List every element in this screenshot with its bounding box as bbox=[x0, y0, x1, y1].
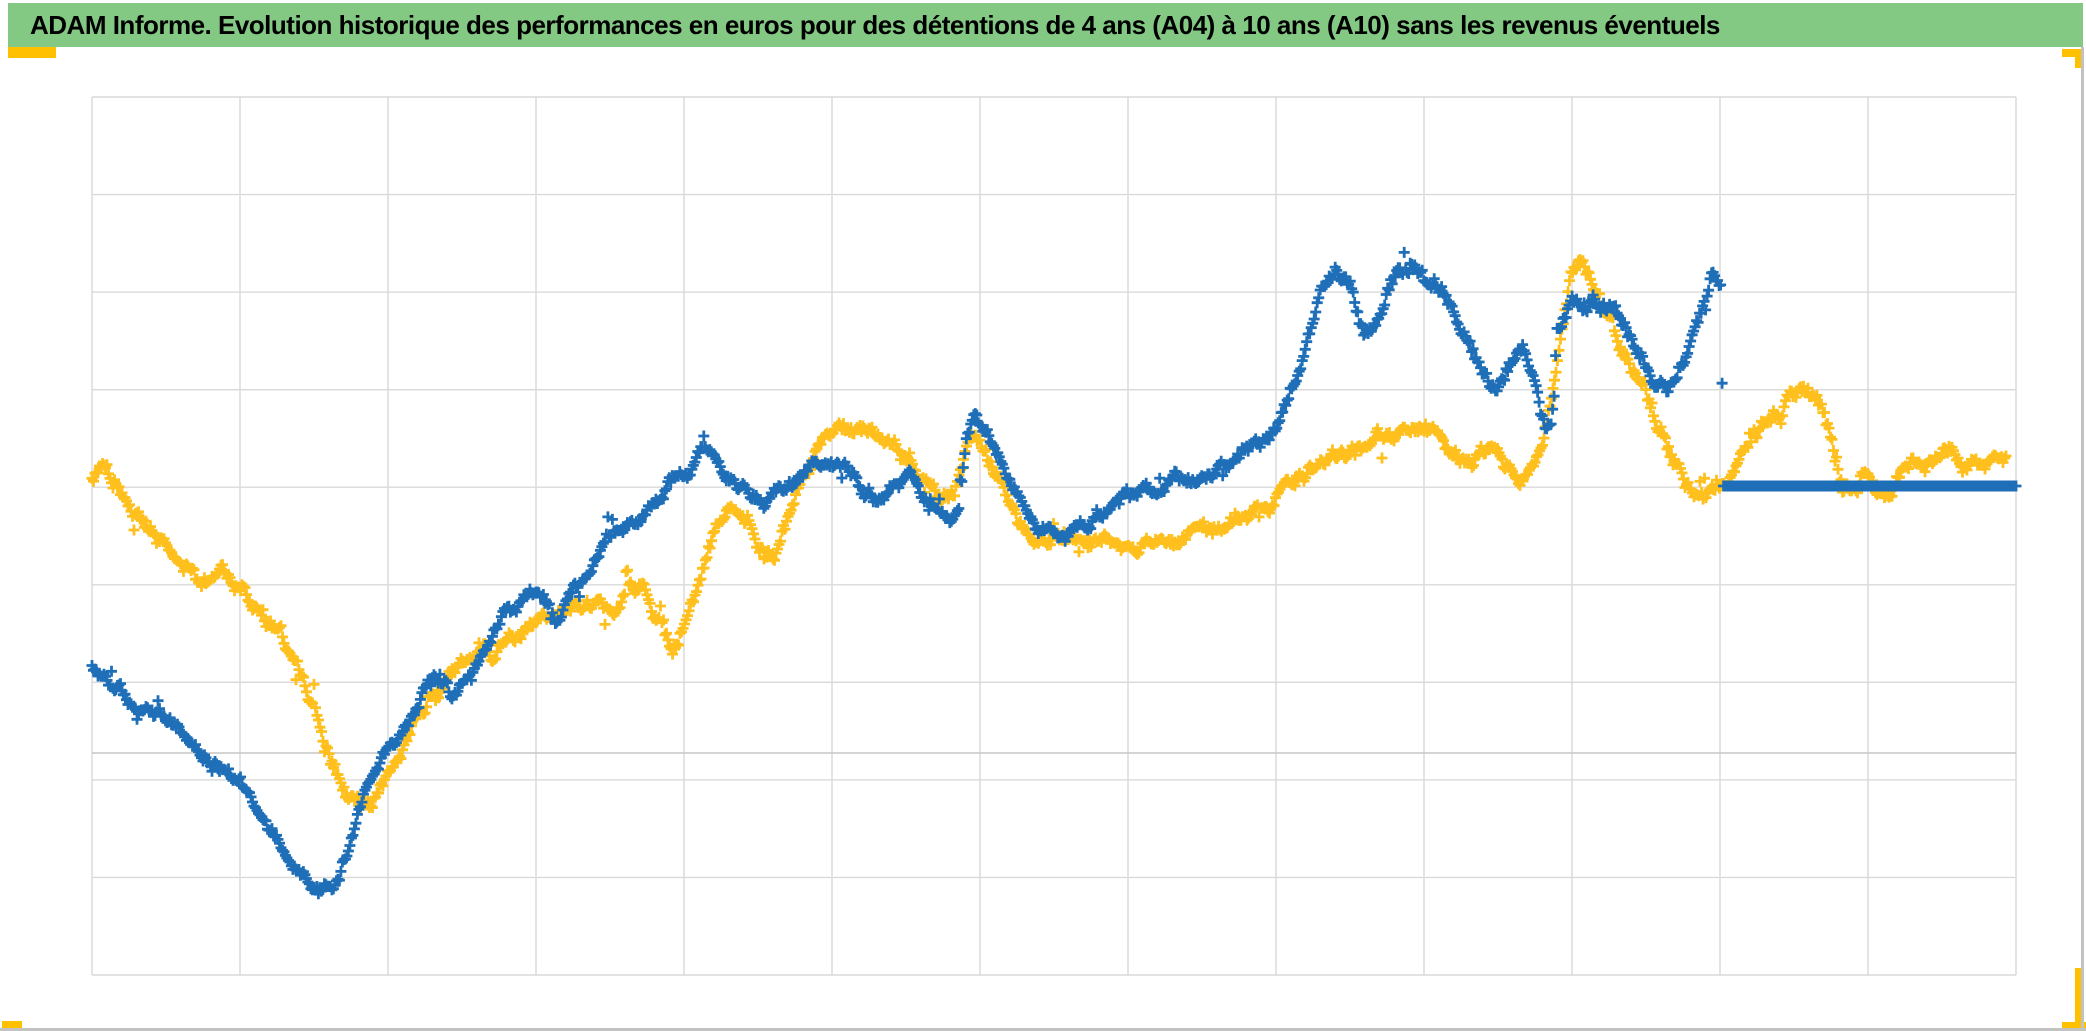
chart-title-bar: ADAM Informe. Evolution historique des p… bbox=[8, 3, 2083, 47]
corner-accent-bottom-right-foot bbox=[2062, 1022, 2086, 1031]
page-right-border bbox=[2081, 47, 2084, 1029]
corner-accent-top-right-horizontal bbox=[2062, 49, 2083, 57]
page-bottom-border bbox=[0, 1028, 2086, 1031]
page-title: ADAM Informe. Evolution historique des p… bbox=[30, 9, 1720, 40]
corner-accent-top-right-vertical bbox=[2075, 49, 2083, 68]
corner-accent-bottom-left bbox=[2, 1021, 22, 1031]
blue-series-points bbox=[86, 246, 2022, 900]
corner-accent-bottom-right-vertical bbox=[2075, 968, 2083, 1030]
gold-series-points bbox=[86, 254, 2012, 814]
corner-accent-top-left bbox=[8, 47, 56, 58]
